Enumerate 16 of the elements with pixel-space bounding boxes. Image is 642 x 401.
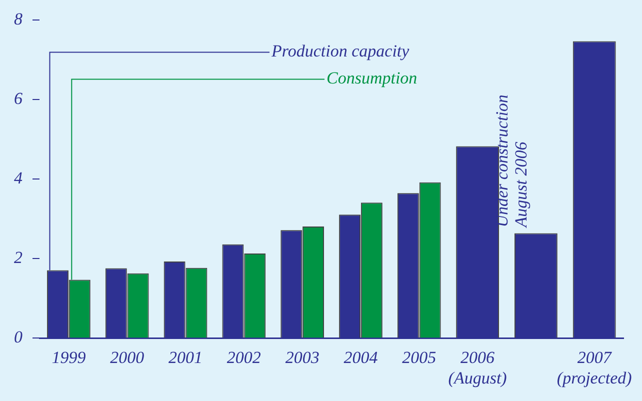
x-tick-label: 2000 <box>110 348 145 367</box>
x-tick-label: 2004 <box>344 348 378 367</box>
text: Consumption <box>326 68 418 88</box>
y-tick-label: 8 <box>14 10 23 29</box>
x-tick-label: 2003 <box>285 348 320 367</box>
x-tick-label: 2006 (August) <box>448 348 508 388</box>
x-tick-label: 2007 (projected) <box>556 348 632 388</box>
y-tick-label: 0 <box>14 328 23 347</box>
x-tick-label: 2005 <box>402 348 436 367</box>
y-tick-label: 4 <box>14 168 23 188</box>
y-tick-label: 6 <box>14 89 23 108</box>
x-tick-label: 2002 <box>226 348 262 367</box>
x-tick-label: 1999 <box>52 348 86 367</box>
y-tick-label: 2 <box>14 248 23 268</box>
text: Production capacity <box>270 42 410 61</box>
x-tick-label: 2001 <box>168 348 203 367</box>
